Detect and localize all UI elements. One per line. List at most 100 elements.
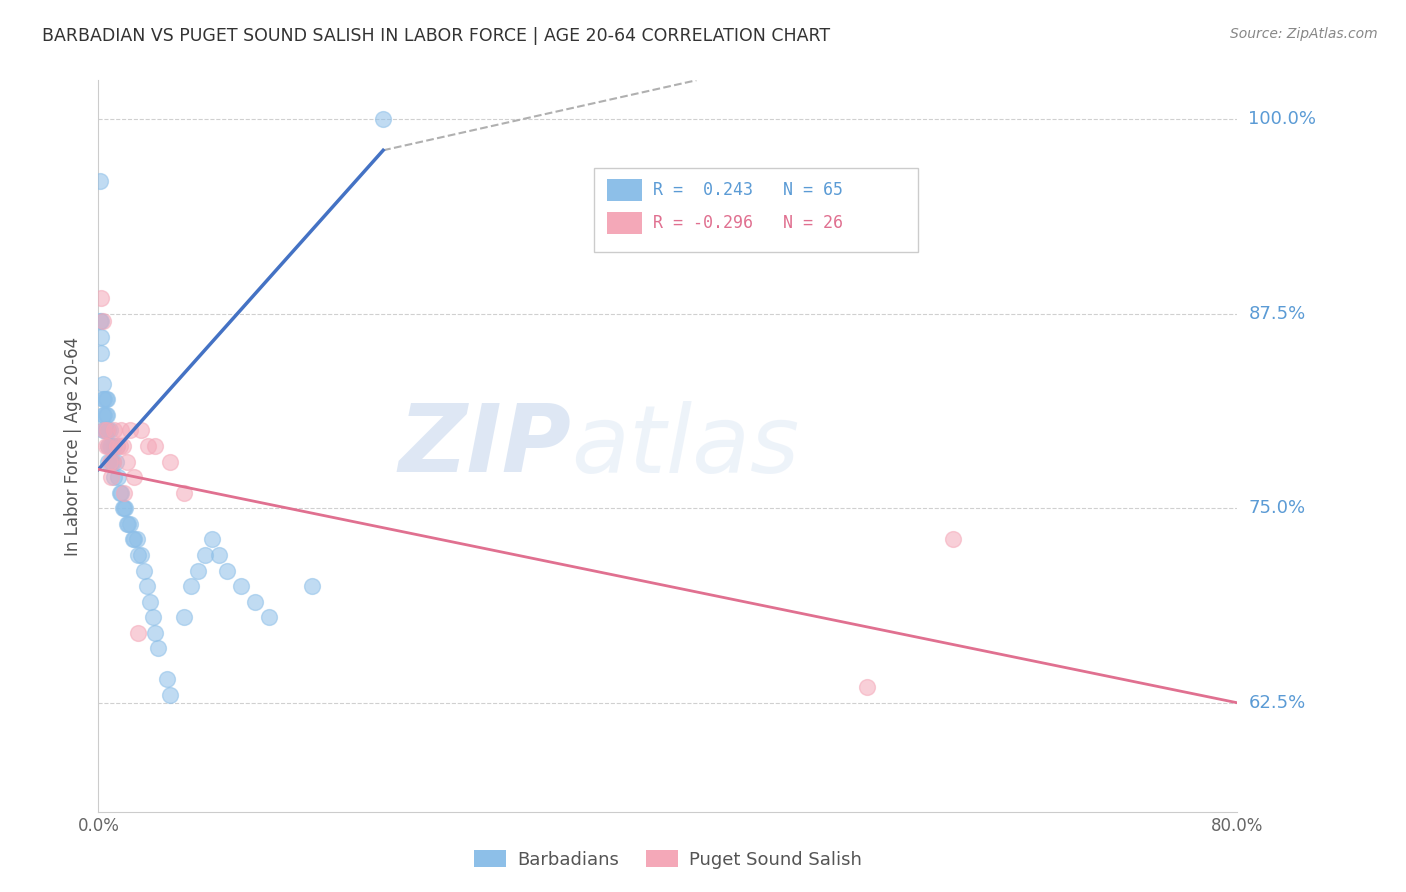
Point [180,579,202,593]
Point [121,533,143,547]
Point [94,392,117,407]
Point [122,470,145,484]
Point [100,454,122,468]
Point [132,564,155,578]
Point [138,594,160,608]
Point [259,610,281,624]
Point [101,454,124,468]
Point [91,392,114,407]
Point [111,439,134,453]
Point [97,454,120,468]
Point [93,424,115,438]
Text: ZIP: ZIP [398,400,571,492]
FancyBboxPatch shape [607,212,641,234]
Point [96,408,118,422]
Point [115,516,138,531]
Point [135,579,157,593]
Point [159,454,181,468]
Point [136,439,159,453]
Point [90,330,112,344]
Text: R = -0.296   N = 26: R = -0.296 N = 26 [652,214,844,232]
Point [173,610,195,624]
Point [856,680,879,694]
Point [90,345,112,359]
Point [93,424,115,438]
Point [187,564,209,578]
Point [108,485,131,500]
Point [110,485,132,500]
Point [91,408,114,422]
Point [100,470,122,484]
Point [117,516,139,531]
Point [96,392,118,407]
Point [112,485,135,500]
Point [98,439,121,453]
Text: BARBADIAN VS PUGET SOUND SALISH IN LABOR FORCE | AGE 20-64 CORRELATION CHART: BARBADIAN VS PUGET SOUND SALISH IN LABOR… [42,27,831,45]
Point [98,454,121,468]
Point [373,112,395,127]
Point [89,174,111,188]
Point [159,688,181,702]
Point [93,392,115,407]
Y-axis label: In Labor Force | Age 20-64: In Labor Force | Age 20-64 [65,336,83,556]
Point [105,439,128,453]
Point [145,625,167,640]
Point [125,533,148,547]
Point [122,533,145,547]
Point [129,424,152,438]
Point [91,424,114,438]
Point [103,439,125,453]
Point [201,533,224,547]
Point [118,516,141,531]
Point [97,439,120,453]
Point [97,439,120,453]
Point [115,454,138,468]
Point [105,439,128,453]
Point [301,579,323,593]
Point [91,314,114,328]
Point [91,376,114,391]
Point [127,625,149,640]
Point [243,594,266,608]
Point [104,454,127,468]
Text: Source: ZipAtlas.com: Source: ZipAtlas.com [1230,27,1378,41]
Point [942,533,965,547]
Point [96,424,118,438]
Point [148,641,170,656]
Point [127,548,149,562]
Point [141,610,163,624]
Point [93,408,115,422]
Point [103,470,125,484]
Point [107,470,129,484]
Point [156,673,179,687]
Text: 75.0%: 75.0% [1249,500,1306,517]
Point [112,501,135,516]
Point [94,424,117,438]
Point [108,439,131,453]
FancyBboxPatch shape [607,179,641,201]
Point [229,579,252,593]
Point [94,439,117,453]
Text: R =  0.243   N = 65: R = 0.243 N = 65 [652,181,844,199]
Text: 62.5%: 62.5% [1249,694,1306,712]
Point [100,439,122,453]
Point [111,501,134,516]
Text: atlas: atlas [571,401,799,491]
Legend: Barbadians, Puget Sound Salish: Barbadians, Puget Sound Salish [467,843,869,876]
Text: 87.5%: 87.5% [1249,305,1306,323]
Point [215,564,238,578]
Point [145,439,167,453]
Point [97,424,120,438]
Point [90,314,112,328]
Point [101,454,124,468]
Point [94,408,117,422]
Point [118,424,141,438]
Point [173,485,195,500]
Point [129,548,152,562]
Point [101,439,124,453]
Point [110,424,132,438]
Point [103,424,125,438]
FancyBboxPatch shape [593,168,918,252]
Text: 100.0%: 100.0% [1249,111,1316,128]
Point [114,501,136,516]
